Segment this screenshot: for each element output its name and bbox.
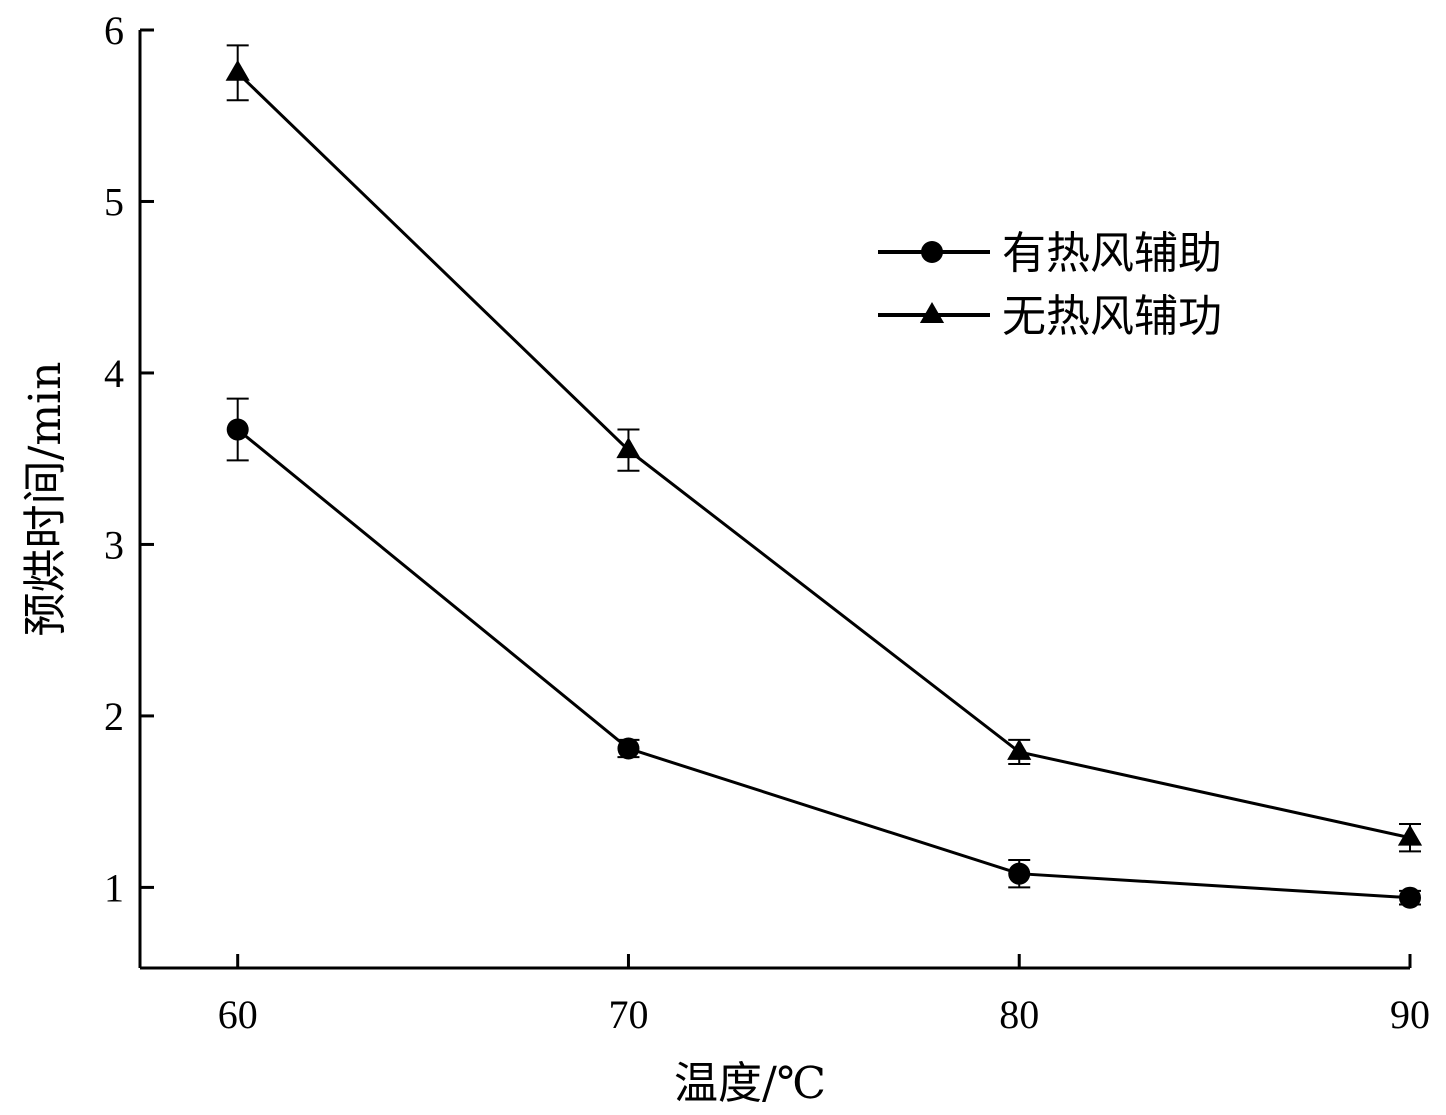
data-point [617,737,640,760]
x-tick-label: 90 [1390,992,1430,1037]
series-line [236,428,1411,900]
data-point [1008,862,1031,885]
x-tick-label: 70 [608,992,648,1037]
y-tick-label: 2 [104,694,124,739]
y-tick-label: 6 [104,8,124,53]
series-1 [226,397,1421,909]
legend-item-2: 无热风辅功 [878,291,1222,342]
y-tick-label: 4 [104,351,124,396]
legend-marker [919,302,945,323]
data-point [226,418,249,441]
x-axis-title: 温度/℃ [674,1058,826,1109]
data-point [616,437,641,459]
axes: 1 2 3 4 5 6 60 70 80 90 [104,8,1430,1037]
y-tick-label: 1 [104,865,124,910]
data-point [1399,886,1421,909]
series-line [236,71,1411,840]
x-tick-label: 80 [999,992,1039,1037]
data-point [1007,738,1032,760]
series-2 [225,44,1423,853]
data-point [1397,824,1423,846]
legend-item-1: 有热风辅助 [878,228,1222,279]
y-tick-label: 3 [104,522,124,567]
series-layer [225,44,1423,909]
legend-label: 有热风辅助 [1002,228,1222,279]
legend-label: 无热风辅功 [1002,291,1222,342]
y-axis-title: 预烘时间/min [20,362,71,637]
x-tick-label: 60 [218,992,258,1037]
legend-marker [921,241,943,263]
data-point [225,59,250,81]
y-tick-label: 5 [104,179,124,224]
